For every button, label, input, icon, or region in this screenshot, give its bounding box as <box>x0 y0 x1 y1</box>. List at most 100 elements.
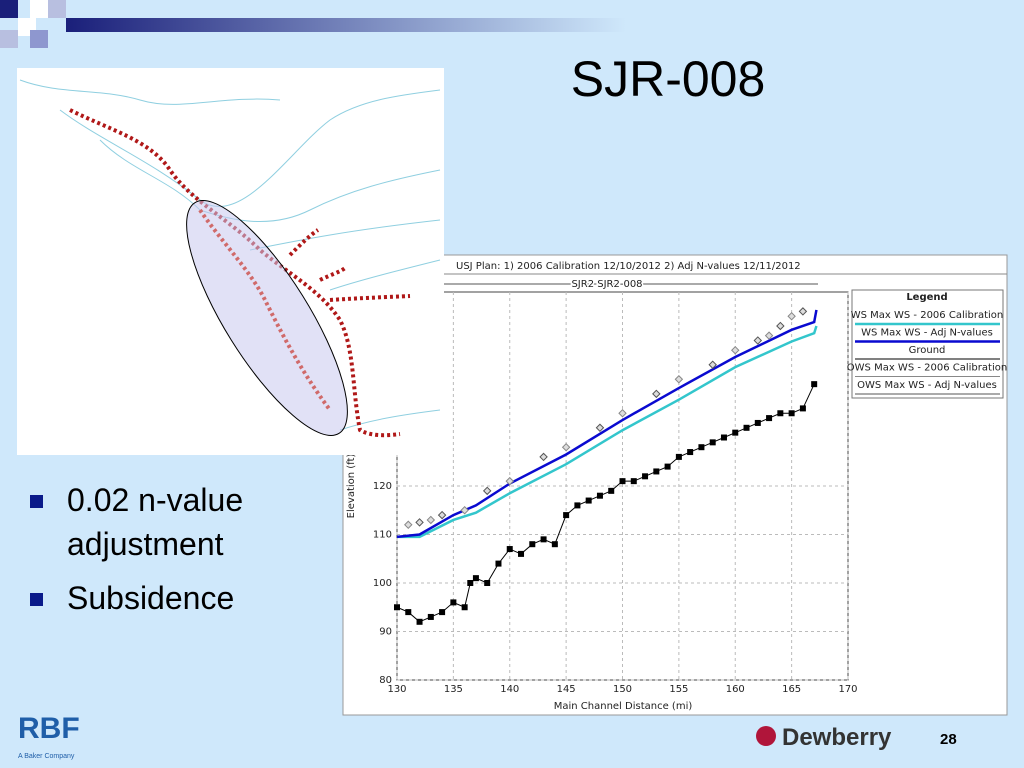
chart-subtitle: SJR2 SJR2-008 <box>571 279 642 290</box>
x-tick-label: 145 <box>557 684 576 695</box>
legend-label: Ground <box>909 345 946 356</box>
data-point <box>619 478 626 485</box>
y-tick-label: 90 <box>379 627 392 638</box>
data-point <box>798 307 808 316</box>
x-tick-label: 150 <box>613 684 632 695</box>
data-point <box>585 497 592 504</box>
legend-label: WS Max WS - 2006 Calibration <box>851 310 1004 321</box>
bullet: Subsidence <box>30 576 300 620</box>
data-point <box>426 515 436 525</box>
series-line <box>396 309 818 539</box>
top-decoration <box>0 0 626 48</box>
data-point <box>482 486 492 496</box>
legend-box <box>851 289 1004 399</box>
legend-title: Legend <box>906 292 947 303</box>
data-point <box>563 512 570 519</box>
data-point <box>799 405 806 412</box>
data-point <box>754 419 761 426</box>
data-point <box>529 541 536 548</box>
legend-label: OWS Max WS - 2006 Calibration <box>847 363 1007 374</box>
x-tick-label: 130 <box>387 684 406 695</box>
data-point <box>484 580 491 586</box>
x-tick-label: 135 <box>444 684 463 695</box>
data-point <box>732 429 739 436</box>
data-point <box>506 546 513 553</box>
y-tick-label: 120 <box>373 481 392 492</box>
series-line <box>397 325 818 539</box>
data-point <box>437 510 447 520</box>
data-point <box>764 331 774 340</box>
data-point <box>540 536 547 543</box>
x-tick-label: 160 <box>726 684 745 695</box>
data-point <box>595 423 605 433</box>
chart-title: USJ Plan: 1) 2006 Calibration 12/10/2012… <box>456 261 801 272</box>
data-point <box>405 609 412 616</box>
data-point <box>472 575 479 582</box>
bullet: 0.02 n-value adjustment <box>30 478 300 566</box>
data-point <box>664 463 671 470</box>
x-axis-label: Main Channel Distance (mi) <box>554 701 693 712</box>
x-tick-label: 155 <box>669 684 688 695</box>
map <box>17 68 444 455</box>
data-point <box>652 389 661 399</box>
data-point <box>731 345 740 355</box>
data-point <box>495 560 502 567</box>
data-point <box>551 541 558 548</box>
data-point <box>450 599 457 606</box>
data-point <box>687 449 694 456</box>
data-point <box>467 580 474 586</box>
data-point <box>675 453 682 460</box>
data-point <box>439 609 446 616</box>
legend-label: OWS Max WS - Adj N-values <box>857 380 997 391</box>
data-point <box>460 506 469 515</box>
data-point <box>608 487 615 494</box>
x-tick-label: 170 <box>838 684 857 695</box>
data-point <box>415 518 424 527</box>
y-tick-label: 80 <box>379 675 392 686</box>
page-number: 28 <box>940 731 957 748</box>
data-point <box>404 520 413 530</box>
data-point <box>708 360 717 369</box>
data-point <box>787 312 796 321</box>
data-point <box>618 409 627 418</box>
logo-rbf: RBF <box>18 712 80 745</box>
data-point <box>788 410 795 417</box>
y-tick-label: 100 <box>373 578 392 589</box>
data-point <box>709 439 716 446</box>
legend-label: WS Max WS - Adj N-values <box>861 328 993 339</box>
logo-icon <box>756 726 776 746</box>
data-point <box>630 478 637 485</box>
data-point <box>743 424 750 431</box>
x-tick-label: 165 <box>782 684 801 695</box>
data-point <box>698 444 705 451</box>
data-point <box>642 473 649 480</box>
data-point <box>416 618 423 625</box>
x-tick-label: 140 <box>500 684 519 695</box>
data-point <box>777 410 784 417</box>
data-point <box>776 321 785 331</box>
data-point <box>766 415 773 422</box>
data-point <box>539 452 548 462</box>
profile-chart: USJ Plan: 1) 2006 Calibration 12/10/2012… <box>342 254 1008 716</box>
slide-title: SJR-008 <box>571 51 766 107</box>
data-point <box>674 375 684 384</box>
data-point <box>653 468 660 475</box>
data-point <box>461 604 468 611</box>
data-point <box>720 434 727 441</box>
data-point <box>811 381 818 388</box>
data-point <box>427 613 434 620</box>
logo-dewberry: Dewberry <box>782 724 892 751</box>
footer: RBF A Baker Company Dewberry 28 <box>18 712 957 760</box>
logo-rbf-caption: A Baker Company <box>18 753 75 760</box>
data-point <box>518 550 525 557</box>
y-axis-label: Elevation (ft) <box>346 454 357 519</box>
data-point <box>561 442 571 452</box>
data-point <box>505 476 514 486</box>
y-tick-label: 110 <box>373 530 392 541</box>
data-point <box>574 502 581 509</box>
bullet-list: 0.02 n-value adjustment Subsidence <box>30 478 300 630</box>
data-point <box>394 604 400 611</box>
data-point <box>596 492 603 499</box>
